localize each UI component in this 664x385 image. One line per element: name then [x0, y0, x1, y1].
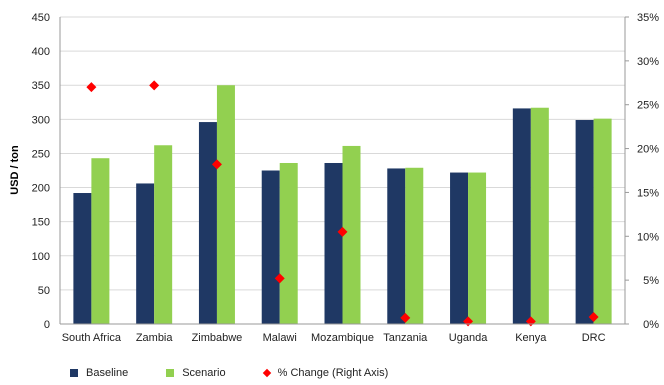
bar-baseline — [450, 172, 469, 324]
legend: Baseline Scenario % Change (Right Axis) — [70, 367, 426, 379]
y-tick-label: 150 — [32, 217, 50, 229]
bar-scenario — [405, 167, 424, 324]
x-tick-label: DRC — [582, 332, 606, 344]
y2-tick-label: 0% — [643, 319, 659, 331]
marker-percent-change — [274, 273, 285, 284]
y-tick-label: 50 — [38, 285, 50, 297]
bar-baseline — [512, 108, 531, 324]
axes: 0 50 100 150 200 250 300 350 400 450 0% 5% 10% 15% 20%… — [32, 12, 660, 344]
y-tick-label: 400 — [32, 46, 50, 58]
bar-series — [73, 85, 612, 324]
marker-percent-change — [400, 312, 411, 323]
bar-scenario — [530, 107, 549, 324]
x-tick-label: Malawi — [263, 332, 297, 344]
x-tick-label: Uganda — [449, 332, 488, 344]
x-tick-label: Tanzania — [383, 332, 428, 344]
legend-item-percent-change: % Change (Right Axis) — [262, 367, 389, 379]
bar-baseline — [198, 122, 217, 324]
y-tick-label: 450 — [32, 12, 50, 24]
legend-item-scenario: Scenario — [166, 367, 226, 379]
x-tick-label: Kenya — [515, 332, 547, 344]
legend-marker-percent-change — [262, 368, 271, 378]
legend-item-baseline: Baseline — [70, 367, 128, 379]
legend-label-baseline: Baseline — [86, 367, 129, 379]
bar-scenario — [216, 85, 235, 324]
bar-baseline — [575, 120, 594, 324]
marker-percent-change — [211, 159, 222, 170]
y-tick-label: 350 — [32, 80, 50, 92]
y-tick-label: 0 — [44, 319, 50, 331]
bar-baseline — [324, 162, 343, 324]
y-tick-label: 200 — [32, 183, 50, 195]
bar-baseline — [73, 193, 92, 324]
bar-scenario — [468, 172, 487, 324]
y2-tick-label: 5% — [643, 275, 659, 287]
bar-scenario — [154, 145, 173, 324]
bar-baseline — [136, 183, 155, 324]
bar-scenario — [91, 158, 110, 324]
x-tick-label: South Africa — [62, 332, 122, 344]
legend-swatch-baseline — [70, 369, 78, 377]
legend-label-percent-change: % Change (Right Axis) — [277, 367, 389, 379]
legend-swatch-scenario — [166, 369, 175, 377]
bar-baseline — [387, 168, 406, 324]
y-tick-label: 100 — [32, 251, 50, 263]
x-tick-label: Zambia — [136, 332, 174, 344]
marker-percent-change — [86, 82, 97, 93]
bar-scenario — [593, 118, 612, 324]
y2-tick-label: 20% — [637, 144, 659, 156]
y2-tick-label: 10% — [637, 231, 659, 243]
x-tick-label: Zimbabwe — [192, 332, 243, 344]
bar-scenario — [342, 145, 361, 324]
bar-baseline — [261, 170, 280, 324]
y2-tick-label: 15% — [637, 187, 659, 199]
y2-tick-label: 30% — [637, 56, 659, 68]
bar-scenario — [279, 162, 298, 324]
marker-percent-change — [149, 80, 160, 91]
marker-percent-change — [588, 311, 599, 322]
y2-tick-label: 25% — [637, 100, 659, 112]
y-tick-label: 250 — [32, 148, 50, 160]
y2-tick-label: 35% — [637, 12, 659, 24]
marker-percent-change — [337, 226, 348, 237]
legend-label-scenario: Scenario — [182, 367, 226, 379]
x-tick-label: Mozambique — [311, 332, 374, 344]
y-tick-label: 300 — [32, 114, 50, 126]
y-axis-label: USD / ton — [9, 145, 21, 195]
